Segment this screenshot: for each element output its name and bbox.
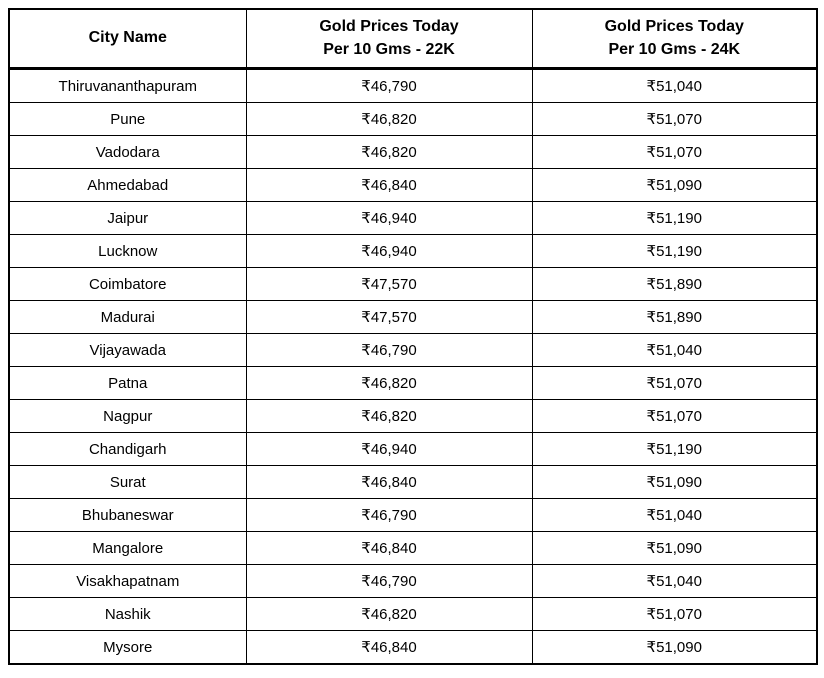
price-22k-cell: ₹46,940 [245,432,533,466]
table-row: Nagpur ₹46,820 ₹51,070 [8,399,818,433]
column-header-24k-line1: Gold Prices Today [604,18,744,36]
table-row: Lucknow ₹46,940 ₹51,190 [8,234,818,268]
gold-prices-table: City Name Gold Prices Today Per 10 Gms -… [8,8,818,665]
price-22k-cell: ₹46,790 [245,333,533,367]
table-row: Mysore ₹46,840 ₹51,090 [8,630,818,665]
table-row: Chandigarh ₹46,940 ₹51,190 [8,432,818,466]
price-24k-cell: ₹51,090 [531,465,818,499]
price-24k-cell: ₹51,070 [531,135,818,169]
price-24k-cell: ₹51,070 [531,399,818,433]
city-cell: Chandigarh [8,432,247,466]
price-24k-cell: ₹51,070 [531,102,818,136]
column-header-22k: Gold Prices Today Per 10 Gms - 22K [245,8,533,70]
price-22k-cell: ₹46,840 [245,531,533,565]
price-22k-cell: ₹46,840 [245,465,533,499]
city-cell: Nashik [8,597,247,631]
city-cell: Nagpur [8,399,247,433]
table-row: Coimbatore ₹47,570 ₹51,890 [8,267,818,301]
price-24k-cell: ₹51,040 [531,564,818,598]
price-24k-cell: ₹51,090 [531,168,818,202]
table-row: Patna ₹46,820 ₹51,070 [8,366,818,400]
price-24k-cell: ₹51,090 [531,531,818,565]
price-24k-cell: ₹51,190 [531,432,818,466]
table-row: Vadodara ₹46,820 ₹51,070 [8,135,818,169]
price-22k-cell: ₹46,940 [245,234,533,268]
table-row: Surat ₹46,840 ₹51,090 [8,465,818,499]
city-cell: Visakhapatnam [8,564,247,598]
city-cell: Pune [8,102,247,136]
price-22k-cell: ₹46,820 [245,597,533,631]
city-cell: Patna [8,366,247,400]
price-22k-cell: ₹46,790 [245,564,533,598]
price-24k-cell: ₹51,190 [531,201,818,235]
city-cell: Vijayawada [8,333,247,367]
table-row: Mangalore ₹46,840 ₹51,090 [8,531,818,565]
price-24k-cell: ₹51,040 [531,498,818,532]
price-24k-cell: ₹51,040 [531,68,818,103]
price-24k-cell: ₹51,890 [531,267,818,301]
table-row: Thiruvananthapuram ₹46,790 ₹51,040 [8,68,818,103]
gold-prices-table-header: City Name Gold Prices Today Per 10 Gms -… [8,8,818,70]
city-cell: Madurai [8,300,247,334]
table-row: Nashik ₹46,820 ₹51,070 [8,597,818,631]
price-22k-cell: ₹46,820 [245,135,533,169]
price-22k-cell: ₹46,820 [245,102,533,136]
column-header-24k-line2: Per 10 Gms - 24K [608,40,741,58]
price-22k-cell: ₹46,820 [245,366,533,400]
price-22k-cell: ₹47,570 [245,267,533,301]
price-24k-cell: ₹51,070 [531,597,818,631]
city-cell: Vadodara [8,135,247,169]
city-cell: Surat [8,465,247,499]
price-22k-cell: ₹47,570 [245,300,533,334]
gold-prices-table-body: Thiruvananthapuram ₹46,790 ₹51,040 Pune … [8,68,818,665]
price-24k-cell: ₹51,070 [531,366,818,400]
table-row: Pune ₹46,820 ₹51,070 [8,102,818,136]
city-cell: Mysore [8,630,247,665]
price-24k-cell: ₹51,090 [531,630,818,665]
price-22k-cell: ₹46,790 [245,68,533,103]
column-header-22k-line2: Per 10 Gms - 22K [323,40,455,58]
table-row: Ahmedabad ₹46,840 ₹51,090 [8,168,818,202]
table-row: Vijayawada ₹46,790 ₹51,040 [8,333,818,367]
column-header-24k: Gold Prices Today Per 10 Gms - 24K [531,8,818,70]
column-header-22k-line1: Gold Prices Today [319,18,459,36]
price-22k-cell: ₹46,840 [245,168,533,202]
price-22k-cell: ₹46,820 [245,399,533,433]
price-24k-cell: ₹51,890 [531,300,818,334]
column-header-city: City Name [8,8,247,70]
table-row: Madurai ₹47,570 ₹51,890 [8,300,818,334]
table-row: Jaipur ₹46,940 ₹51,190 [8,201,818,235]
city-cell: Coimbatore [8,267,247,301]
price-24k-cell: ₹51,190 [531,234,818,268]
table-row: Bhubaneswar ₹46,790 ₹51,040 [8,498,818,532]
city-cell: Lucknow [8,234,247,268]
price-24k-cell: ₹51,040 [531,333,818,367]
city-cell: Bhubaneswar [8,498,247,532]
city-cell: Jaipur [8,201,247,235]
price-22k-cell: ₹46,840 [245,630,533,665]
price-22k-cell: ₹46,790 [245,498,533,532]
city-cell: Mangalore [8,531,247,565]
header-row: City Name Gold Prices Today Per 10 Gms -… [8,8,818,70]
city-cell: Thiruvananthapuram [8,68,247,103]
table-row: Visakhapatnam ₹46,790 ₹51,040 [8,564,818,598]
city-cell: Ahmedabad [8,168,247,202]
price-22k-cell: ₹46,940 [245,201,533,235]
